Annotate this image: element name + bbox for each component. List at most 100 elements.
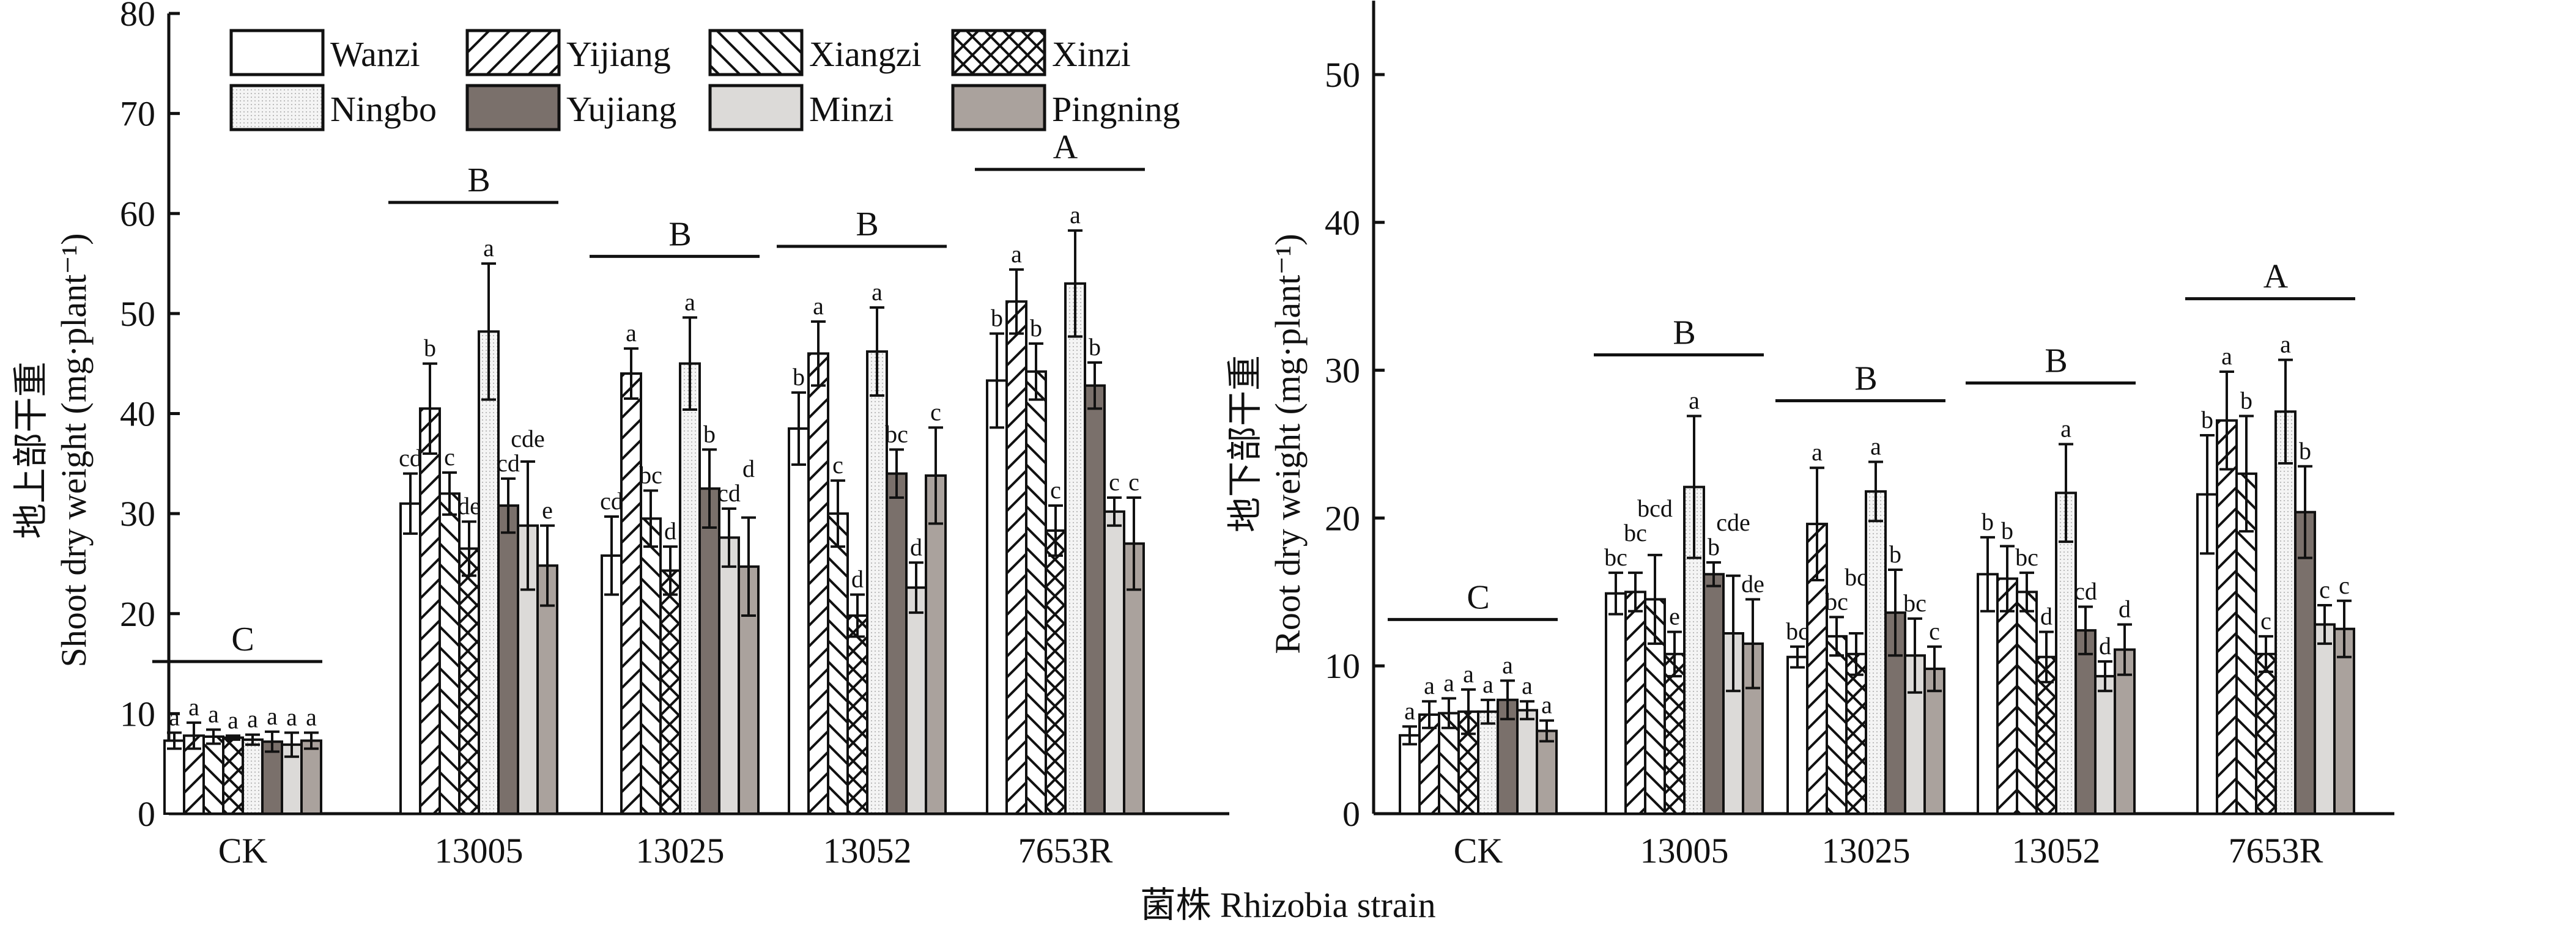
significance-letter: cd (717, 479, 741, 507)
bar-xinzi-13005 (1664, 652, 1686, 815)
bar-xinzi-7653r (1045, 529, 1067, 815)
bar-yujiang-7653r (2294, 510, 2316, 816)
significance-letter: b (793, 363, 805, 391)
bar-ningbo-13025 (1865, 490, 1887, 815)
bar-minzi-7653r (2314, 623, 2336, 815)
significance-letter: a (1424, 672, 1435, 699)
error-bar (1980, 536, 1995, 613)
y-tick-label: 60 (120, 194, 155, 234)
legend-item-pingning: Pingning (951, 84, 1180, 131)
error-bar (245, 733, 260, 746)
significance-letter: a (2280, 331, 2291, 358)
error-bar (540, 524, 555, 607)
bar-ningbo-ck (1477, 710, 1499, 815)
error-bar (1726, 574, 1741, 693)
bar-yujiang-13025 (698, 487, 720, 815)
significance-letter: bc (639, 461, 662, 488)
error-bar (1127, 496, 1141, 591)
bar-xiangzi-7653r (1025, 370, 1047, 815)
error-bar (1422, 700, 1437, 729)
significance-letter: a (1070, 201, 1081, 229)
significance-letter: a (626, 319, 637, 347)
legend-swatch (708, 29, 804, 76)
error-bar (442, 471, 457, 516)
bar-yijiang-13005 (419, 407, 441, 815)
bar-pingning-13005 (536, 564, 558, 816)
bar-xinzi-13052 (846, 614, 868, 816)
bar-xinzi-13025 (659, 569, 681, 815)
error-bar (1745, 598, 1760, 690)
significance-letter: a (1443, 669, 1454, 696)
x-tick-label: 7653R (1018, 831, 1113, 871)
bar-xinzi-13005 (458, 547, 480, 815)
error-bar (423, 362, 437, 455)
significance-letter: bc (1825, 587, 1848, 615)
error-bar (1608, 571, 1623, 616)
error-bar (2259, 635, 2273, 673)
significance-letter: c (1929, 617, 1940, 645)
legend-swatch (229, 29, 325, 76)
y-tick-label: 20 (1325, 498, 1360, 538)
x-tick-label: CK (1454, 831, 1503, 871)
group-letter: A (1053, 128, 1078, 166)
bar-wanzi-ck (163, 739, 185, 815)
error-bar (2059, 443, 2073, 543)
error-bar (187, 721, 201, 750)
bar-yujiang-7653r (1084, 384, 1106, 815)
bar-pingning-13052 (925, 474, 947, 815)
error-bar (1908, 617, 1922, 694)
significance-letter: a (208, 701, 219, 728)
significance-letter: cde (511, 425, 545, 452)
bar-minzi-13052 (905, 586, 927, 816)
bar-xiangzi-13025 (640, 517, 662, 816)
significance-letter: b (2001, 517, 2013, 544)
significance-letter: bc (1624, 519, 1647, 547)
significance-letter: e (542, 496, 553, 524)
x-tick-label: 13005 (435, 831, 524, 871)
error-bar (1539, 719, 1554, 743)
error-bar (1087, 361, 1102, 410)
significance-letter: c (444, 443, 455, 471)
significance-letter: a (2221, 342, 2232, 370)
significance-letter: b (2299, 437, 2311, 465)
error-bar (1107, 496, 1122, 527)
legend-swatch (708, 84, 804, 131)
bar-yijiang-ck (1418, 713, 1440, 816)
y-tick-label: 50 (1325, 55, 1360, 95)
error-bar (909, 561, 923, 614)
bar-yijiang-13005 (1624, 591, 1646, 815)
error-bar (2219, 370, 2234, 471)
bar-xinzi-13025 (1845, 652, 1867, 815)
error-bar (2117, 623, 2132, 676)
bar-wanzi-13005 (399, 502, 421, 815)
significance-letter: c (2339, 572, 2350, 599)
significance-letter: b (1708, 533, 1720, 561)
error-bar (683, 316, 697, 411)
legend-item-yijiang: Yijiang (465, 29, 671, 76)
significance-letter: bc (885, 420, 908, 447)
error-bar (2298, 465, 2312, 559)
significance-letter: cd (497, 449, 520, 477)
x-tick-label: 13052 (823, 831, 912, 871)
group-letter: B (668, 215, 691, 253)
y-tick-label: 40 (120, 394, 155, 434)
bar-xinzi-ck (222, 736, 244, 816)
legend-label: Minzi (809, 89, 894, 129)
significance-letter: d (2040, 603, 2052, 630)
error-bar (1790, 645, 1805, 669)
significance-letter: bcd (1637, 495, 1673, 522)
group-letter: B (2045, 342, 2067, 380)
y-tick-label: 0 (1342, 794, 1360, 834)
y-tick-label: 10 (120, 694, 155, 734)
bar-xiangzi-13025 (1826, 635, 1848, 815)
legend-label: Ningbo (330, 89, 437, 129)
bar-xinzi-7653r (2255, 652, 2277, 815)
significance-letter: a (1482, 671, 1493, 698)
error-bar (265, 730, 279, 753)
bar-xiangzi-ck (202, 735, 224, 816)
error-bar (1009, 268, 1024, 335)
bar-yijiang-13025 (620, 372, 642, 815)
error-bar (604, 515, 619, 596)
legend-swatch (951, 84, 1046, 131)
significance-letter: cd (600, 487, 623, 515)
